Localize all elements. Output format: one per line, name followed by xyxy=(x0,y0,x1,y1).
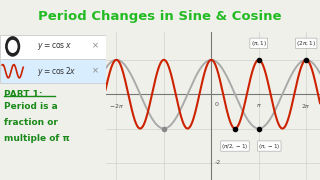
Bar xyxy=(0,35,106,59)
Text: -2: -2 xyxy=(214,160,220,165)
Text: Period Changes in Sine & Cosine: Period Changes in Sine & Cosine xyxy=(38,10,282,23)
Text: PART 1:: PART 1: xyxy=(4,90,43,99)
Text: $2\pi$: $2\pi$ xyxy=(301,102,311,110)
Circle shape xyxy=(8,40,17,52)
Text: $(\pi/2, -1)$: $(\pi/2, -1)$ xyxy=(221,141,249,150)
Text: 0: 0 xyxy=(214,102,218,107)
Text: ×: × xyxy=(92,42,99,51)
Circle shape xyxy=(6,37,20,56)
Text: $(\pi, 1)$: $(\pi, 1)$ xyxy=(251,39,267,48)
Text: ×: × xyxy=(92,67,99,76)
Text: $(\pi, -1)$: $(\pi, -1)$ xyxy=(258,141,280,150)
Text: $y = \cos 2x$: $y = \cos 2x$ xyxy=(37,65,76,78)
Text: $-2\pi$: $-2\pi$ xyxy=(109,102,124,110)
Text: $y = \cos x$: $y = \cos x$ xyxy=(37,41,72,52)
Text: $\pi$: $\pi$ xyxy=(256,102,262,109)
Text: multiple of π: multiple of π xyxy=(4,134,70,143)
Text: Period is a: Period is a xyxy=(4,102,58,111)
Text: $(2\pi, 1)$: $(2\pi, 1)$ xyxy=(296,39,316,48)
Bar xyxy=(0,59,106,83)
Text: fraction or: fraction or xyxy=(4,118,58,127)
